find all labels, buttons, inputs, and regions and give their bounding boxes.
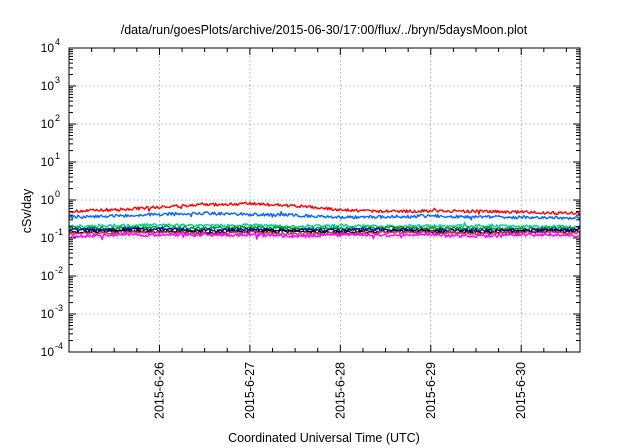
y-tick-label: 10 xyxy=(41,117,55,131)
y-tick-label: 10 xyxy=(41,155,55,169)
grid-lines xyxy=(69,48,580,352)
series-line xyxy=(68,228,581,238)
y-tick-label: 10 xyxy=(41,345,55,359)
y-tick-exponent: -1 xyxy=(55,227,63,237)
y-tick-exponent: -2 xyxy=(55,265,63,275)
y-tick-exponent: 4 xyxy=(55,37,60,47)
y-tick-label: 10 xyxy=(41,307,55,321)
series-layer xyxy=(68,201,581,241)
series-line xyxy=(68,225,581,233)
y-tick-exponent: -4 xyxy=(55,341,63,351)
y-tick-exponent: 2 xyxy=(55,113,60,123)
series-line xyxy=(68,201,581,216)
y-axis-label: cSv/day xyxy=(20,188,34,233)
x-tick-label: 2015-6-29 xyxy=(424,362,438,419)
y-tick-exponent: -3 xyxy=(55,303,63,313)
x-tick-label: 2015-6-30 xyxy=(514,362,528,419)
x-tick-label: 2015-6-26 xyxy=(152,362,166,419)
y-tick-label: 10 xyxy=(41,231,55,245)
series-line xyxy=(68,232,581,241)
chart-title: /data/run/goesPlots/archive/2015-06-30/1… xyxy=(121,23,528,37)
series-line xyxy=(68,221,581,230)
x-axis-label: Coordinated Universal Time (UTC) xyxy=(228,431,420,445)
y-tick-exponent: 1 xyxy=(55,151,60,161)
y-tick-exponent: 0 xyxy=(55,189,60,199)
series-line xyxy=(68,210,581,221)
x-tick-label: 2015-6-28 xyxy=(333,362,347,419)
y-tick-exponent: 3 xyxy=(55,75,60,85)
x-tick-label: 2015-6-27 xyxy=(243,362,257,419)
y-tick-label: 10 xyxy=(41,193,55,207)
y-tick-label: 10 xyxy=(41,41,55,55)
x-axis-ticks: 2015-6-26 2015-6-27 2015-6-28 2015-6-29 2015… xyxy=(91,48,567,419)
y-tick-label: 10 xyxy=(41,79,55,93)
y-tick-label: 10 xyxy=(41,269,55,283)
